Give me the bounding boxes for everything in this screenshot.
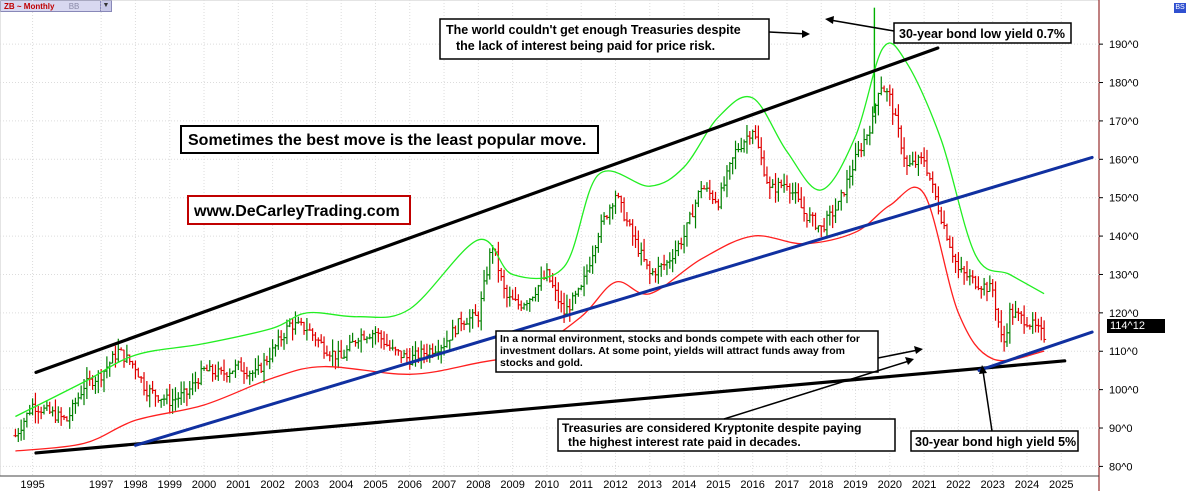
- x-tick-label: 2004: [329, 479, 353, 491]
- high-yield-arrowhead: [979, 365, 987, 374]
- price-bars: [13, 7, 1047, 443]
- y-tick-label: 160^0: [1109, 154, 1139, 166]
- low-yield-box: [893, 22, 1072, 44]
- x-tick-label: 2005: [363, 479, 387, 491]
- website-box: [187, 195, 411, 225]
- x-tick-label: 2015: [706, 479, 730, 491]
- y-tick-label: 150^0: [1109, 193, 1139, 205]
- lower-band-line: [15, 186, 1045, 452]
- top-callout-line-2: the lack of interest being paid for pric…: [456, 39, 715, 53]
- y-tick-label: 90^0: [1109, 423, 1133, 435]
- grid: [0, 0, 1099, 476]
- x-tick-label: 2002: [260, 479, 284, 491]
- symbol-label: ZB ~ Monthly: [4, 2, 55, 11]
- x-tick-label: 2014: [672, 479, 696, 491]
- x-tick-label: 2007: [432, 479, 456, 491]
- bs-badge[interactable]: BS: [1174, 3, 1186, 13]
- kryptonite-line-1: Treasuries are considered Kryptonite des…: [562, 421, 861, 435]
- x-tick-label: 2020: [878, 479, 902, 491]
- last-price-tag: 114^12: [1107, 319, 1165, 333]
- x-tick-label: 2022: [946, 479, 970, 491]
- top-callout-box: [439, 18, 770, 60]
- low-yield-arrow: [829, 19, 895, 32]
- y-tick-label: 100^0: [1109, 385, 1139, 397]
- x-tick-label: 2016: [740, 479, 764, 491]
- x-tick-label: 2025: [1049, 479, 1073, 491]
- x-tick-label: 2017: [775, 479, 799, 491]
- top-callout-arrowhead: [802, 30, 810, 38]
- y-tick-label: 140^0: [1109, 231, 1139, 243]
- x-tick-label: 1998: [123, 479, 147, 491]
- x-tick-label: 2009: [500, 479, 524, 491]
- x-tick-label: 2011: [569, 479, 593, 491]
- x-tick-label: 2001: [226, 479, 250, 491]
- top-callout-line-1: The world couldn't get enough Treasuries…: [446, 23, 741, 37]
- high-yield-box: [910, 430, 1079, 452]
- x-tick-label: 1997: [89, 479, 113, 491]
- x-tick-label: 2003: [295, 479, 319, 491]
- x-tick-label: 2010: [535, 479, 559, 491]
- website-text[interactable]: www.DeCarleyTrading.com: [193, 203, 400, 220]
- normal-env-arrowhead: [914, 346, 923, 354]
- symbol-sub-label: BB: [68, 2, 80, 11]
- high-yield-text: 30-year bond high yield 5%: [915, 435, 1076, 449]
- kryptonite-arrow: [723, 360, 910, 420]
- headline-text: Sometimes the best move is the least pop…: [188, 132, 586, 149]
- x-tick-label: 2006: [398, 479, 422, 491]
- x-tick-label: 2021: [912, 479, 936, 491]
- y-tick-label: 120^0: [1109, 308, 1139, 320]
- x-tick-label: 1999: [157, 479, 181, 491]
- x-tick-label: 2012: [603, 479, 627, 491]
- x-tick-label: 2023: [980, 479, 1004, 491]
- kryptonite-arrowhead: [905, 357, 914, 365]
- lower-support-line: [34, 359, 1067, 455]
- normal-env-line-3: stocks and gold.: [500, 357, 583, 369]
- x-tick-label: 2018: [809, 479, 833, 491]
- normal-env-line-1: In a normal environment, stocks and bond…: [500, 333, 860, 345]
- x-tick-label: 1995: [20, 479, 44, 491]
- x-tick-label: 2013: [638, 479, 662, 491]
- kryptonite-line-2: the highest interest rate paid in decade…: [568, 435, 801, 449]
- bands: [15, 42, 1045, 452]
- kryptonite-box: [557, 418, 896, 452]
- blue-recent-trend-line: [977, 330, 1094, 372]
- y-tick-label: 130^0: [1109, 269, 1139, 281]
- x-axis-ticks: 1995 1997 1998 1999 2000 2001 2002 2003 2004 2005…: [20, 479, 1073, 491]
- normal-env-box: [495, 330, 879, 373]
- plot-frame: [0, 0, 1100, 477]
- x-tick-label: 2019: [843, 479, 867, 491]
- x-tick-label: 2000: [192, 479, 216, 491]
- headline-box: [180, 125, 599, 154]
- y-tick-label: 170^0: [1109, 116, 1139, 128]
- normal-env-arrow: [877, 349, 919, 359]
- top-callout-arrow: [768, 31, 809, 35]
- high-yield-arrow: [982, 370, 993, 432]
- normal-env-line-2: investment dollars. At some point, yield…: [500, 345, 845, 357]
- y-tick-label: 80^0: [1109, 461, 1133, 473]
- x-tick-label: 2024: [1015, 479, 1039, 491]
- low-yield-arrowhead: [825, 16, 834, 24]
- blue-trend-line: [133, 155, 1094, 447]
- x-tick-label: 2008: [466, 479, 490, 491]
- upper-band-line: [15, 42, 1045, 418]
- y-tick-label: 180^0: [1109, 78, 1139, 90]
- upper-channel-line: [34, 46, 940, 374]
- trendlines: [34, 46, 1094, 455]
- y-tick-label: 190^0: [1109, 39, 1139, 51]
- y-axis-ticks: 80^0 90^0 100^0 110^0 120^0 130^0 140^0 150^0 16…: [1099, 39, 1139, 473]
- low-yield-text: 30-year bond low yield 0.7%: [899, 27, 1065, 41]
- y-tick-label: 110^0: [1109, 346, 1138, 358]
